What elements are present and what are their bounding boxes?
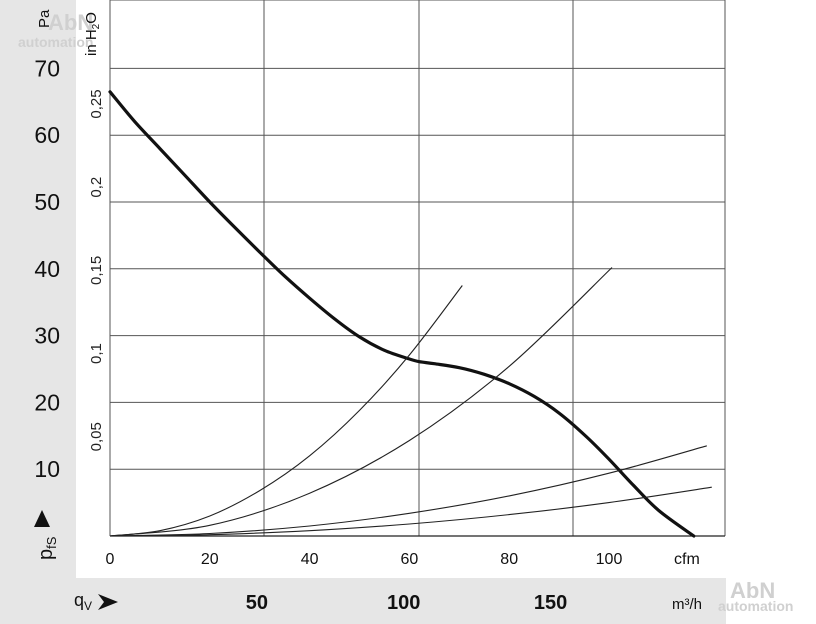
watermark-sub-bottom: automation [718,598,793,614]
cfm-tick-labels: 0 20 40 60 80 100 [106,551,623,568]
inh2o-tick-label: 0,2 [88,177,105,198]
y-symbol: pfS [35,536,59,560]
cfm-tick-label: 40 [301,551,319,568]
cfm-tick-label: 20 [201,551,219,568]
system-curve-3 [109,445,707,537]
bottom-axis-band [76,578,726,624]
inh2o-tick-label: 0,1 [88,343,105,364]
inh2o-unit-label: in H2O [83,12,102,56]
cfm-tick-label: 60 [401,551,419,568]
y-arrow-icon [34,510,50,527]
cfm-tick-label: 80 [500,551,518,568]
pa-tick-label: 50 [34,189,60,215]
cfm-tick-label: 100 [596,551,623,568]
watermark-sub-top: automation [18,34,93,50]
x-symbol: qV [74,590,92,613]
system-curve-1 [109,285,463,537]
pa-tick-label: 20 [34,389,60,415]
pa-tick-labels: 10 20 30 40 50 60 70 [34,55,60,482]
pa-tick-label: 30 [34,323,60,349]
inh2o-tick-label: 0,25 [88,89,105,118]
pa-tick-label: 10 [34,456,60,482]
inh2o-tick-label: 0,05 [88,422,105,451]
grid [109,0,726,536]
inh2o-tick-labels: 0,05 0,1 0,15 0,2 0,25 [88,89,105,451]
horizontal-grid [110,67,725,470]
m3h-unit-label: m³/h [672,596,702,613]
left-axis-band [0,0,76,624]
pa-tick-label: 40 [34,256,60,282]
m3h-tick-label: 100 [387,592,420,614]
fan-performance-curve [108,90,696,538]
cfm-unit-label: cfm [674,551,700,568]
inh2o-tick-label: 0,15 [88,256,105,285]
cfm-tick-label: 0 [106,551,115,568]
m3h-tick-label: 150 [534,592,567,614]
curves [108,90,712,538]
system-curve-4 [109,486,712,537]
m3h-tick-labels: 50 100 150 [246,592,568,614]
x-arrow-icon [98,594,118,610]
m3h-tick-label: 50 [246,592,268,614]
pa-unit-label: Pa [36,9,53,28]
watermark-brand-top: AbN [48,10,93,35]
watermark-brand-bottom: AbN [730,578,775,603]
pa-tick-label: 60 [34,122,60,148]
pa-tick-label: 70 [34,55,60,81]
system-curve-2 [109,267,613,537]
